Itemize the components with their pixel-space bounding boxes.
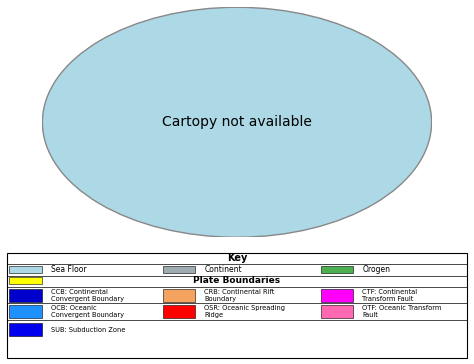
Ellipse shape: [42, 7, 432, 237]
Text: Sea Floor: Sea Floor: [51, 265, 87, 274]
Text: Plate Boundaries: Plate Boundaries: [193, 276, 281, 285]
Bar: [320, 305, 353, 318]
Bar: [320, 289, 353, 302]
Text: SUB: Subduction Zone: SUB: Subduction Zone: [51, 327, 126, 333]
Text: Continent: Continent: [204, 265, 242, 274]
Text: OSR: Oceanic Spreading
Ridge: OSR: Oceanic Spreading Ridge: [204, 305, 285, 318]
Bar: [320, 266, 353, 273]
Bar: [9, 305, 42, 318]
Bar: [9, 323, 42, 336]
Bar: [163, 289, 195, 302]
Bar: [9, 277, 42, 284]
Text: Orogen: Orogen: [363, 265, 391, 274]
Bar: [163, 305, 195, 318]
Text: CRB: Continental Rift
Boundary: CRB: Continental Rift Boundary: [204, 289, 275, 302]
FancyBboxPatch shape: [7, 253, 467, 358]
Text: CTF: Continental
Transform Fault: CTF: Continental Transform Fault: [363, 289, 418, 302]
Text: OCB: Oceanic
Convergent Boundary: OCB: Oceanic Convergent Boundary: [51, 305, 124, 318]
Bar: [9, 266, 42, 273]
Text: CCB: Continental
Convergent Boundary: CCB: Continental Convergent Boundary: [51, 289, 124, 302]
Text: Key: Key: [227, 253, 247, 263]
Text: OTF: Oceanic Transform
Fault: OTF: Oceanic Transform Fault: [363, 305, 442, 318]
Bar: [163, 266, 195, 273]
Bar: [9, 289, 42, 302]
Text: Cartopy not available: Cartopy not available: [162, 115, 312, 129]
